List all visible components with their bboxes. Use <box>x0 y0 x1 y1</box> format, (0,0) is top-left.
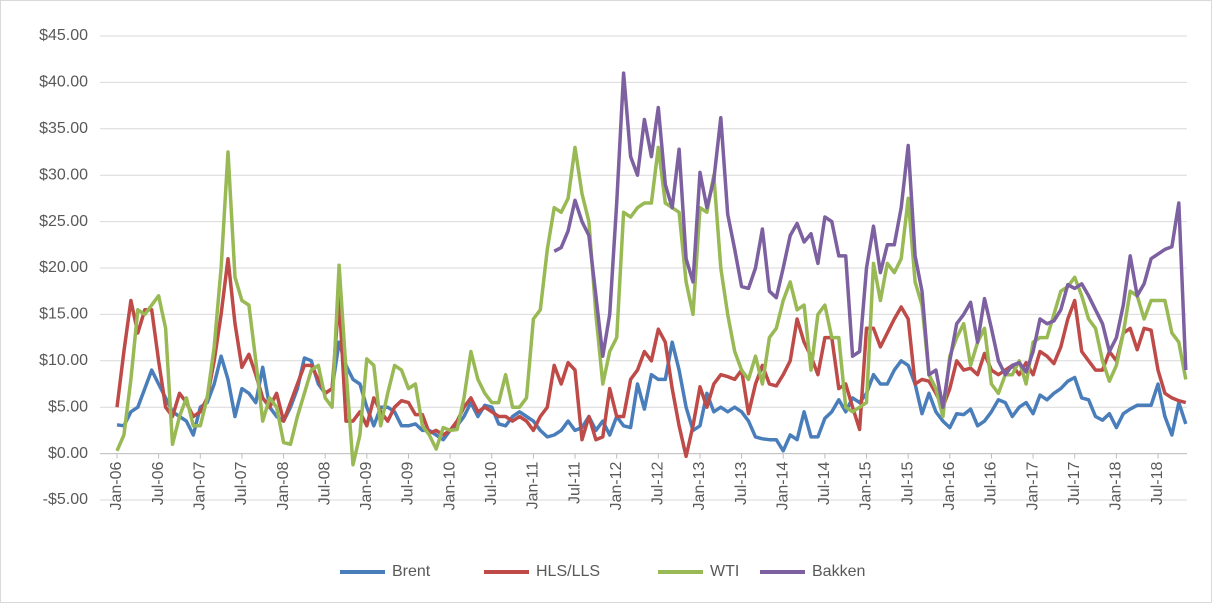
x-tick-label: Jan-12 <box>608 461 625 510</box>
x-tick-label: Jul-16 <box>983 461 1000 505</box>
y-tick-label: $0.00 <box>48 445 88 462</box>
y-tick-label: -$5.00 <box>43 491 88 508</box>
x-tick-label: Jan-16 <box>941 461 958 510</box>
y-tick-label: $45.00 <box>39 27 88 44</box>
x-tick-label: Jan-08 <box>275 461 292 510</box>
series-line <box>553 71 1188 409</box>
x-tick-label: Jan-11 <box>525 461 542 509</box>
y-tick-label: $30.00 <box>39 166 88 183</box>
x-tick-label: Jul-18 <box>1149 461 1166 505</box>
x-tick-label: Jan-10 <box>441 461 458 510</box>
y-tick-label: $20.00 <box>39 259 88 276</box>
x-tick-label: Jul-11 <box>566 461 583 503</box>
x-tick-label: Jan-13 <box>691 461 708 510</box>
x-tick-label: Jul-12 <box>650 461 667 505</box>
y-tick-label: $35.00 <box>39 120 88 137</box>
x-tick-label: Jan-09 <box>358 461 375 510</box>
series-line <box>115 145 1188 467</box>
y-tick-label: $25.00 <box>39 213 88 230</box>
x-tick-label: Jul-06 <box>150 461 167 505</box>
x-tick-label: Jul-15 <box>899 461 916 505</box>
x-tick-label: Jul-13 <box>733 461 750 505</box>
x-tick-label: Jan-07 <box>191 461 208 510</box>
x-tick-label: Jan-17 <box>1024 461 1041 510</box>
legend-label: WTI <box>710 563 739 580</box>
legend-label: HLS/LLS <box>536 563 600 580</box>
x-tick-label: Jul-17 <box>1066 461 1083 505</box>
y-tick-label: $5.00 <box>48 398 88 415</box>
x-tick-label: Jul-10 <box>483 461 500 505</box>
x-tick-label: Jul-14 <box>816 461 833 505</box>
x-tick-label: Jan-06 <box>108 461 125 510</box>
legend-label: Bakken <box>812 563 865 580</box>
x-tick-label: Jul-08 <box>316 461 333 505</box>
legend-label: Brent <box>392 563 431 580</box>
x-tick-label: Jan-18 <box>1108 461 1125 510</box>
x-tick-label: Jul-07 <box>233 461 250 505</box>
y-tick-label: $15.00 <box>39 306 88 323</box>
x-tick-label: Jan-14 <box>774 461 791 510</box>
y-tick-label: $40.00 <box>39 74 88 91</box>
series-line <box>115 256 1187 459</box>
x-tick-label: Jul-09 <box>400 461 417 505</box>
x-tick-label: Jan-15 <box>858 461 875 510</box>
y-tick-label: $10.00 <box>39 352 88 369</box>
